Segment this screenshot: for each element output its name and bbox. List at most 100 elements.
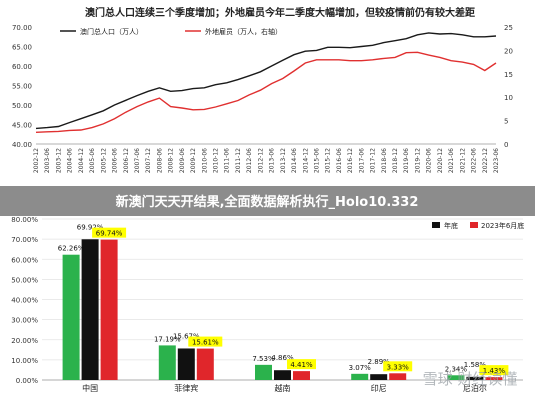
x-axis-tick-label: 2022-06 — [471, 148, 478, 173]
bar — [62, 254, 80, 380]
left-axis-tick-label: 50.00 — [12, 102, 32, 110]
line-chart-left-axis: 40.00 45.00 50.00 55.00 60.00 65.00 70.00 — [12, 24, 496, 149]
x-axis-tick-label: 2008-06 — [156, 148, 163, 173]
bar — [274, 370, 291, 380]
data-label: 17.19% — [154, 335, 181, 343]
bar — [177, 348, 195, 380]
left-axis-tick-label: 60.00 — [12, 63, 32, 71]
right-axis-tick-label: 20 — [504, 47, 513, 55]
x-axis-tick-label: 2017-12 — [370, 148, 377, 173]
data-label-highlight — [92, 227, 127, 238]
category-label: 尼泊尔 — [463, 383, 487, 393]
legend-swatch — [432, 222, 440, 228]
category-label: 菲律宾 — [174, 383, 198, 393]
watermark-text: 雪球 财经读懂 — [423, 370, 518, 388]
y-axis-tick-label: 80.00% — [11, 216, 38, 224]
right-axis-tick-label: 10 — [504, 94, 513, 102]
x-axis-tick-label: 2006-06 — [112, 148, 119, 173]
x-axis-tick-label: 2021-12 — [459, 148, 466, 173]
y-axis-tick-label: 50.00% — [11, 276, 38, 284]
bar-chart-data-labels: 62.26% 69.92%69.74% 17.19%15.67%15.61% 7.53… — [58, 223, 509, 376]
bar — [158, 345, 176, 380]
x-axis-tick-label: 2008-12 — [168, 148, 175, 173]
right-axis-tick-label: 25 — [504, 24, 513, 32]
x-axis-tick-label: 2016-06 — [336, 148, 343, 173]
x-axis-tick-label: 2012-06 — [246, 148, 253, 173]
x-axis-tick-label: 2004-12 — [78, 148, 85, 173]
line-chart: 澳门总人口连续三个季度增加；外地雇员今年二季度大幅增加，但较疫情前仍有较大差距 … — [0, 0, 535, 190]
x-axis-tick-label: 2020-06 — [426, 148, 433, 173]
bar — [100, 239, 118, 380]
x-axis-tick-label: 2003-06 — [44, 148, 51, 173]
data-label: 2.34% — [445, 365, 468, 373]
data-label: 1.58% — [464, 361, 487, 369]
line-chart-legend: 澳门总人口（万人） 外地雇员（万人，右轴） — [60, 27, 282, 36]
category-label: 中国 — [82, 383, 98, 393]
data-label-highlight — [287, 359, 316, 370]
data-label-highlight — [383, 361, 413, 372]
bar — [293, 371, 310, 380]
bar — [389, 373, 407, 380]
x-axis-tick-label: 2010-06 — [201, 148, 208, 173]
legend-label: 年底 — [444, 221, 458, 230]
x-axis-tick-label: 2010-12 — [213, 148, 220, 173]
x-axis-tick-label: 2011-06 — [224, 148, 231, 173]
y-axis-tick-label: 60.00% — [11, 256, 38, 264]
x-axis-tick-label: 2019-12 — [414, 148, 421, 173]
bar — [485, 377, 503, 380]
data-label-highlight — [188, 336, 223, 347]
y-axis-tick-label: 0.00% — [16, 377, 39, 385]
right-axis-tick-label: 15 — [504, 71, 513, 79]
bar-chart-legend: 年底 2023年6月底 — [432, 221, 524, 230]
x-axis-tick-label: 2012-12 — [257, 148, 264, 173]
y-axis-tick-label: 20.00% — [11, 337, 38, 345]
data-label: 7.53% — [252, 355, 275, 363]
data-label: 62.26% — [58, 245, 85, 253]
x-axis-tick-label: 2014-12 — [302, 148, 309, 173]
x-axis-tick-label: 2013-12 — [280, 148, 287, 173]
data-label: 1.43% — [483, 367, 506, 375]
x-axis-tick-label: 2005-12 — [100, 148, 107, 173]
series-line — [35, 51, 497, 133]
x-axis-tick-label: 2015-06 — [313, 148, 320, 173]
y-axis-tick-label: 70.00% — [11, 236, 38, 244]
title-overlay: 新澳门天天开结果,全面数据解析执行_Holo10.332 — [0, 186, 535, 216]
left-axis-tick-label: 70.00 — [12, 24, 32, 32]
x-axis-tick-label: 2009-12 — [190, 148, 197, 173]
left-axis-tick-label: 45.00 — [12, 122, 32, 130]
bar — [447, 375, 465, 380]
x-axis-tick-label: 2007-12 — [145, 148, 152, 173]
x-axis-tick-label: 2014-06 — [291, 148, 298, 173]
x-axis-tick-label: 2013-06 — [269, 148, 276, 173]
bar — [196, 348, 214, 380]
line-chart-background — [0, 0, 535, 190]
x-axis-tick-label: 2011-12 — [235, 148, 242, 173]
x-axis-tick-label: 2002-12 — [33, 148, 40, 173]
x-axis-tick-label: 2018-12 — [392, 148, 399, 173]
x-axis-tick-label: 2020-12 — [437, 148, 444, 173]
left-axis-tick-label: 55.00 — [12, 83, 32, 91]
x-axis-tick-label: 2006-12 — [123, 148, 130, 173]
bar — [370, 374, 388, 380]
bar-chart-bars — [62, 239, 503, 380]
x-axis-tick-label: 2018-06 — [381, 148, 388, 173]
bar-chart: 0.00% 10.00% 20.00% 30.00% 40.00% 50.00% 60.00… — [0, 212, 535, 400]
x-axis-tick-label: 2023-06 — [493, 148, 500, 173]
data-label: 4.86% — [271, 354, 294, 362]
y-axis-tick-label: 30.00% — [11, 317, 38, 325]
y-axis-tick-label: 40.00% — [11, 297, 38, 305]
legend-label: 澳门总人口（万人） — [80, 27, 143, 36]
data-label: 69.74% — [96, 230, 123, 238]
x-axis-tick-label: 2017-06 — [358, 148, 365, 173]
left-axis-tick-label: 65.00 — [12, 44, 32, 52]
x-axis-tick-label: 2004-06 — [67, 148, 74, 173]
x-axis-tick-label: 2016-12 — [347, 148, 354, 173]
data-label: 2.89% — [368, 358, 391, 366]
line-chart-series — [35, 32, 497, 133]
line-chart-right-axis: 0 5 10 15 20 25 — [504, 24, 513, 149]
legend-swatch — [470, 222, 478, 228]
bar — [81, 239, 99, 380]
bar — [466, 376, 484, 380]
